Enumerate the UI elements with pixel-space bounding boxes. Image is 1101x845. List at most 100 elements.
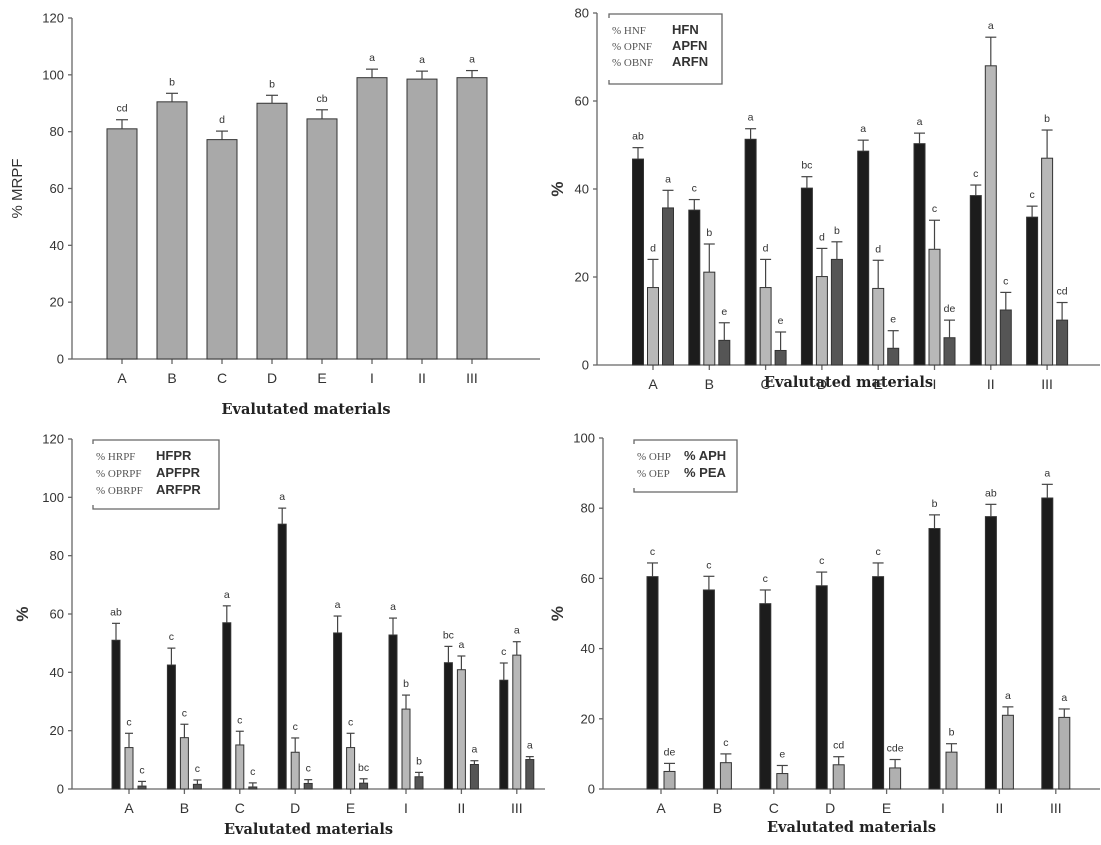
significance-letter: c <box>237 714 242 726</box>
significance-letter: a <box>988 20 994 32</box>
bar <box>872 576 885 790</box>
bar <box>647 287 659 366</box>
bar <box>703 271 716 366</box>
y-tick-label: 20 <box>581 711 595 726</box>
legend-border <box>608 13 723 85</box>
significance-letter: c <box>250 766 255 778</box>
bar <box>1001 714 1014 790</box>
legend-entry-code: ARFN <box>672 54 708 69</box>
significance-letter: e <box>779 748 785 760</box>
significance-letter: c <box>169 631 174 643</box>
x-tick-label: I <box>404 800 408 816</box>
significance-letter: ab <box>985 487 997 499</box>
significance-letter: b <box>1044 113 1050 125</box>
bar <box>1056 319 1069 366</box>
significance-letter: cd <box>833 740 844 752</box>
significance-letter: c <box>973 168 978 180</box>
bar <box>815 276 828 366</box>
significance-letter: c <box>1029 189 1034 201</box>
x-tick-label: D <box>267 370 277 386</box>
bar <box>156 101 188 360</box>
bar <box>414 776 424 790</box>
x-tick-label: B <box>705 376 714 392</box>
significance-letter: b <box>403 678 409 690</box>
bar <box>889 767 902 790</box>
significance-letter: c <box>723 737 728 749</box>
y-tick-label: 20 <box>575 270 589 285</box>
significance-letter: c <box>501 646 506 658</box>
significance-letter: c <box>139 764 144 776</box>
significance-letter: a <box>279 491 285 503</box>
x-tick-label: A <box>656 800 666 816</box>
legend-entry-code: APFPR <box>156 465 201 480</box>
significance-letter: a <box>369 52 375 64</box>
legend-entry-label: % OHP <box>637 451 671 463</box>
bar <box>1041 157 1054 366</box>
bar <box>346 747 356 790</box>
x-tick-label: E <box>317 370 326 386</box>
significance-letter: a <box>469 54 475 66</box>
significance-letter: c <box>293 721 298 733</box>
significance-letter: a <box>748 112 754 124</box>
y-tick-label: 80 <box>50 548 64 563</box>
y-tick-label: 0 <box>57 352 64 367</box>
bar <box>406 78 438 360</box>
legend-entry-label: % OEP <box>637 468 670 480</box>
x-tick-label: B <box>713 800 722 816</box>
x-tick-label: C <box>217 370 227 386</box>
x-tick-label: A <box>124 800 134 816</box>
x-tick-label: II <box>418 370 426 386</box>
bar <box>192 783 202 790</box>
x-tick-label: B <box>167 370 176 386</box>
bar <box>111 639 121 790</box>
bar <box>632 158 644 366</box>
bar <box>401 708 411 790</box>
x-axis-label: Evalutated materials <box>767 819 936 836</box>
significance-letter: cd <box>116 103 127 115</box>
x-tick-label: III <box>511 800 523 816</box>
y-tick-label: 60 <box>581 571 595 586</box>
y-axis-label: % <box>548 181 567 196</box>
bar <box>277 523 287 790</box>
significance-letter: c <box>932 203 937 215</box>
bar <box>356 77 388 360</box>
x-tick-label: D <box>825 800 835 816</box>
significance-letter: e <box>778 315 784 327</box>
legend-entry-code: HFN <box>672 22 699 37</box>
significance-letter: d <box>650 242 656 254</box>
x-axis-label: Evalutated materials <box>764 374 933 391</box>
bar <box>1041 497 1054 790</box>
significance-letter: b <box>706 227 712 239</box>
significance-letter: b <box>834 225 840 237</box>
significance-letter: a <box>514 625 520 637</box>
y-tick-label: 80 <box>50 124 64 139</box>
significance-letter: cb <box>316 93 327 105</box>
y-tick-label: 120 <box>42 11 64 26</box>
x-tick-label: E <box>874 376 883 392</box>
y-tick-label: 100 <box>573 431 595 446</box>
x-tick-label: III <box>1050 800 1062 816</box>
bar <box>702 589 715 790</box>
y-tick-label: 40 <box>575 182 589 197</box>
legend-border <box>633 439 738 493</box>
legend-entry-code: HFPR <box>156 448 192 463</box>
x-tick-label: C <box>235 800 245 816</box>
x-tick-label: C <box>761 376 771 392</box>
bar <box>166 664 176 790</box>
x-tick-label: C <box>769 800 779 816</box>
legend-entry-code: % PEA <box>684 465 727 480</box>
legend-entry-label: % OBNF <box>612 57 653 69</box>
significance-letter: a <box>917 116 923 128</box>
bar <box>137 785 147 790</box>
y-tick-label: 80 <box>581 501 595 516</box>
x-tick-label: I <box>370 370 374 386</box>
bar <box>124 747 134 790</box>
significance-letter: b <box>949 727 955 739</box>
significance-letter: a <box>1061 692 1067 704</box>
bar <box>928 248 941 366</box>
y-tick-label: 0 <box>57 782 64 797</box>
y-tick-label: 0 <box>582 358 589 373</box>
legend: % HNF HFN % OPNF APFN % OBNF ARFN <box>608 13 723 85</box>
y-tick-label: 60 <box>50 607 64 622</box>
bar <box>718 339 731 366</box>
